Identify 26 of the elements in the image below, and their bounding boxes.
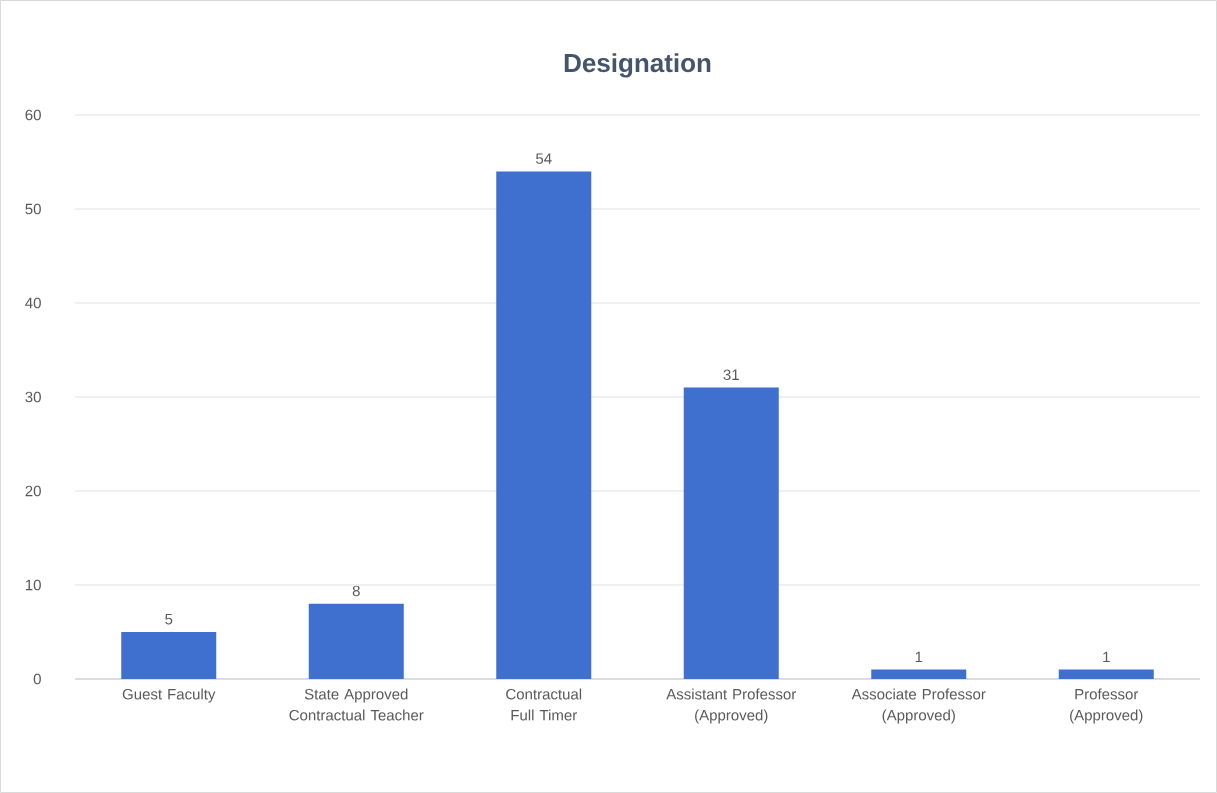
y-tick-label: 40	[25, 297, 41, 309]
data-label: 31	[723, 369, 739, 381]
bar	[496, 171, 592, 679]
bar	[121, 631, 217, 679]
x-tick-label: Contractual Full Timer	[506, 688, 582, 721]
y-tick-label: 60	[25, 109, 41, 121]
data-label: 1	[1103, 651, 1110, 663]
x-tick-label: Associate Professor (Approved)	[851, 688, 986, 724]
bar	[1058, 669, 1154, 679]
y-tick-label: 0	[33, 673, 41, 685]
y-tick-label: 30	[25, 391, 41, 403]
data-label: 1	[915, 651, 923, 663]
x-tick-label: State Approved Contractual Teacher	[289, 688, 424, 721]
bar	[683, 387, 779, 679]
y-tick-label: 10	[25, 579, 41, 591]
bar	[308, 603, 404, 679]
chart-title: Designation	[564, 53, 711, 78]
y-tick-label: 50	[25, 203, 41, 215]
bar	[871, 669, 967, 679]
data-label: 54	[536, 153, 552, 164]
data-label: 8	[352, 585, 360, 597]
y-tick-label: 20	[25, 485, 41, 497]
x-tick-label: Professor (Approved)	[1070, 688, 1143, 724]
x-tick-label: Assistant Professor (Approved)	[666, 688, 797, 724]
data-label: 5	[165, 614, 173, 625]
x-tick-label: Guest Faculty	[122, 688, 216, 703]
